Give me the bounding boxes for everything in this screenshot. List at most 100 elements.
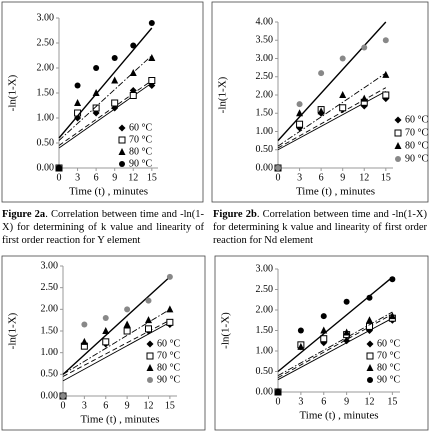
point	[317, 107, 325, 115]
legend-marker	[118, 124, 126, 132]
legend-label: 90 °C	[377, 374, 400, 385]
y-axis-label: -ln(1-X)	[217, 76, 229, 113]
x-tick-label: 0	[57, 172, 62, 183]
legend-label: 90 °C	[157, 374, 180, 385]
x-axis-label: Time (t) , minutes	[299, 410, 378, 422]
point	[166, 318, 174, 326]
point	[93, 65, 100, 71]
y-tick-label: 2.50	[37, 37, 55, 48]
x-tick-label: 3	[75, 172, 80, 183]
x-tick-label: 6	[94, 172, 99, 183]
legend-label: 80 °C	[377, 362, 400, 373]
x-tick-label: 9	[340, 172, 345, 183]
point	[129, 69, 137, 76]
x-tick-label: 6	[321, 396, 326, 407]
y-tick-label: 1.00	[256, 345, 274, 356]
x-tick-label: 15	[165, 400, 175, 411]
legend-marker	[366, 352, 374, 360]
legend-label: 80 °C	[157, 362, 180, 373]
trend-line	[58, 55, 153, 141]
chart-frame	[211, 1, 429, 203]
legend-marker	[394, 129, 402, 137]
y-tick-label: 2.00	[41, 304, 59, 315]
legend-marker	[366, 364, 374, 371]
legend-label: 70 °C	[405, 127, 428, 138]
trend-line	[62, 321, 171, 382]
point	[382, 91, 390, 99]
legend-label: 70 °C	[129, 134, 152, 145]
legend-label: 80 °C	[129, 146, 152, 157]
x-tick-label: 12	[144, 400, 154, 411]
legend-label: 90 °C	[405, 153, 428, 164]
x-axis-label: Time (t) , minutes	[69, 186, 148, 198]
caption: Figure 2b. Correlation between time and …	[213, 208, 427, 247]
y-tick-label: 3.00	[256, 263, 274, 274]
y-axis-label: -ln(1-X)	[220, 312, 232, 349]
y-tick-label: 1.00	[256, 126, 274, 137]
point	[296, 101, 303, 108]
y-tick-label: 1.00	[37, 112, 55, 123]
point	[129, 92, 137, 99]
legend-marker	[118, 148, 126, 155]
point	[166, 305, 174, 313]
x-axis-label: Time (t) , minutes	[296, 186, 375, 198]
point	[81, 321, 88, 328]
y-tick-label: 0.50	[37, 137, 55, 148]
point	[74, 99, 82, 106]
point	[166, 273, 173, 280]
point	[389, 276, 396, 283]
point	[297, 342, 305, 350]
y-tick-label: 4.00	[256, 16, 274, 27]
legend-marker	[146, 364, 154, 371]
legend-label: 90 °C	[129, 158, 152, 169]
y-tick-label: 3.00	[37, 12, 55, 23]
legend-label: 60 °C	[405, 114, 428, 125]
point	[148, 20, 155, 26]
point	[145, 316, 152, 324]
point	[102, 327, 110, 334]
point	[296, 120, 304, 128]
legend-marker	[146, 352, 154, 360]
point	[343, 328, 351, 336]
x-tick-label: 0	[276, 396, 281, 407]
y-tick-label: 3.00	[256, 53, 274, 64]
trend-line	[277, 90, 387, 151]
point	[275, 165, 281, 171]
legend-marker	[147, 377, 153, 383]
point	[339, 91, 347, 98]
x-tick-label: 9	[112, 172, 117, 183]
y-tick-label: 1.50	[256, 325, 274, 336]
point	[130, 42, 137, 49]
y-axis-label: -ln(1-X)	[7, 74, 19, 111]
trend-line	[58, 27, 153, 139]
y-tick-label: 3.50	[256, 35, 274, 46]
point	[361, 44, 368, 51]
y-tick-label: 1.50	[256, 108, 274, 119]
legend-label: 60 °C	[377, 338, 400, 349]
x-tick-label: 6	[103, 400, 108, 411]
caption: Figure 2a. Correlation between time and …	[2, 208, 204, 247]
trend-line	[277, 276, 393, 373]
y-tick-label: 0.50	[41, 369, 59, 380]
point	[148, 54, 156, 61]
point	[123, 327, 131, 335]
trend-line	[277, 87, 387, 149]
x-tick-label: 3	[82, 400, 87, 411]
chart-frame	[1, 1, 204, 203]
trend-line	[58, 80, 153, 146]
trend-line	[277, 21, 387, 142]
caption-label: Figure 2a	[2, 209, 46, 220]
point	[339, 55, 346, 62]
x-tick-label: 0	[61, 400, 66, 411]
y-tick-label: 0.00	[256, 162, 274, 173]
y-tick-label: 0.50	[256, 366, 274, 377]
x-tick-label: 15	[147, 172, 157, 183]
point	[339, 104, 347, 112]
x-tick-label: 12	[128, 172, 138, 183]
point	[74, 82, 81, 89]
trend-line	[277, 72, 387, 147]
point	[297, 327, 304, 334]
y-tick-label: 0.00	[41, 390, 59, 401]
x-tick-label: 15	[387, 396, 397, 407]
y-axis-label: -ln(1-X)	[7, 312, 19, 349]
